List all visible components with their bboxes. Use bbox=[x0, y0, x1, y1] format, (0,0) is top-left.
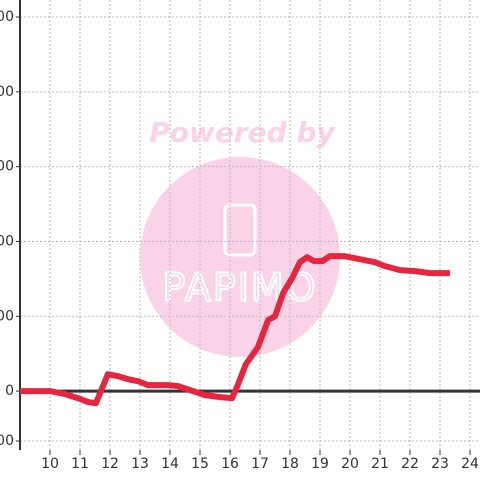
watermark-icon bbox=[223, 203, 257, 257]
series-line bbox=[20, 253, 450, 407]
y-tick-label: 30,000 bbox=[0, 308, 14, 324]
y-tick-label: 60,000 bbox=[0, 233, 14, 249]
x-tick-label: 24 bbox=[461, 456, 479, 472]
watermark-circle bbox=[140, 157, 340, 357]
x-tick-label: 20 bbox=[341, 456, 359, 472]
y-tick-label: 150,000 bbox=[0, 9, 14, 25]
x-tick-label: 21 bbox=[371, 456, 389, 472]
x-tick-label: 19 bbox=[311, 456, 329, 472]
y-tick-label: 0 bbox=[5, 383, 14, 399]
x-tick-label: 23 bbox=[431, 456, 449, 472]
watermark-logo: PAPIMO bbox=[162, 266, 317, 310]
x-tick-label: 15 bbox=[191, 456, 209, 472]
y-tick-label: -20,000 bbox=[0, 433, 14, 449]
y-tick-label: 90,000 bbox=[0, 159, 14, 175]
x-tick-label: 11 bbox=[71, 456, 89, 472]
x-tick-label: 12 bbox=[101, 456, 119, 472]
x-tick-label: 17 bbox=[251, 456, 269, 472]
x-tick-label: 14 bbox=[161, 456, 179, 472]
x-tick-label: 16 bbox=[221, 456, 239, 472]
x-tick-label: 10 bbox=[41, 456, 59, 472]
x-tick-label: 13 bbox=[131, 456, 149, 472]
x-tick-label: 22 bbox=[401, 456, 419, 472]
x-tick-label: 18 bbox=[281, 456, 299, 472]
watermark-title: Powered by bbox=[149, 116, 336, 149]
y-tick-label: 120,000 bbox=[0, 84, 14, 100]
